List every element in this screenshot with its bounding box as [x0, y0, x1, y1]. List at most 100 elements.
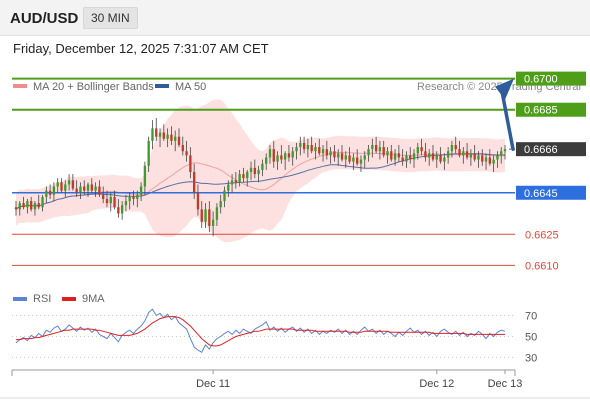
candle-body: [249, 167, 253, 172]
candle-body: [283, 153, 287, 160]
candle-body: [344, 155, 347, 160]
candle-body: [280, 155, 283, 160]
candle-body: [211, 219, 215, 226]
candle-body: [484, 157, 488, 162]
candle-body: [276, 155, 279, 162]
level-badge-0.6645: [516, 185, 586, 200]
candle-body: [469, 153, 473, 158]
level-label-0.6610: 0.6610: [525, 260, 559, 272]
candle-body: [481, 155, 484, 162]
timeframe-selector[interactable]: 30 MIN: [83, 7, 138, 29]
rsi-tick-70: 70: [525, 311, 537, 323]
level-badge-0.6700: [516, 71, 586, 86]
legend-swatch-rsi: [13, 297, 27, 301]
candle-body: [409, 155, 412, 160]
candle-body: [208, 209, 211, 226]
candle-body: [166, 134, 169, 139]
candle-body: [223, 190, 226, 202]
candle-body: [174, 136, 177, 141]
candle-body: [355, 157, 359, 164]
candle-body: [18, 203, 21, 210]
legend-rsi-label: RSI: [33, 293, 51, 305]
candle-body: [363, 155, 366, 160]
candle-body: [132, 196, 135, 199]
candle-body: [139, 186, 143, 195]
bollinger-band: [16, 99, 505, 243]
x-tick-label: Dec 12: [419, 378, 454, 390]
candle-body: [321, 149, 325, 154]
candle-body: [52, 186, 56, 195]
candle-body: [500, 151, 503, 156]
x-tick-label: Dec 11: [196, 378, 230, 390]
chart-header: AUD/USD 30 MIN: [0, 0, 590, 36]
candle-body: [45, 190, 48, 197]
candle-body: [227, 184, 230, 191]
candle-body: [431, 153, 435, 160]
candle-body: [79, 186, 82, 193]
candle-body: [420, 147, 423, 152]
candle-body: [14, 207, 18, 210]
candle-body: [257, 169, 260, 175]
candle-body: [162, 132, 166, 139]
legend-ma20-label: MA 20 + Bollinger Bands: [33, 81, 154, 93]
candle-body: [299, 142, 302, 148]
rsi-series-9MA: [16, 316, 505, 347]
candle-body: [60, 182, 63, 191]
candle-body: [454, 145, 457, 150]
candle-body: [192, 172, 196, 193]
candle-body: [390, 151, 393, 160]
level-label-0.6666: 0.6666: [524, 144, 558, 156]
candle-body: [170, 134, 173, 141]
candle-body: [405, 155, 408, 162]
symbol-title: AUD/USD: [10, 10, 79, 27]
candle-body: [352, 157, 355, 162]
candle-body: [234, 180, 238, 183]
candle-body: [26, 201, 29, 208]
candle-body: [83, 186, 86, 191]
candle-body: [246, 172, 249, 179]
legend-swatch-ma50: [155, 84, 169, 88]
candle-body: [488, 157, 492, 164]
candle-body: [397, 153, 401, 158]
candle-body: [492, 159, 495, 164]
candle-body: [185, 151, 188, 156]
candle-body: [155, 128, 158, 137]
candle-body: [325, 149, 329, 156]
candle-body: [287, 153, 291, 158]
candle-body: [340, 153, 344, 160]
candle-body: [450, 145, 454, 152]
candle-body: [401, 157, 404, 162]
candle-body: [428, 153, 431, 158]
candle-body: [496, 155, 499, 160]
legend-swatch-ma20: [13, 84, 27, 88]
candle-body: [128, 196, 131, 202]
candle-body: [105, 198, 109, 204]
candle-body: [306, 145, 310, 150]
candle-body: [446, 151, 450, 158]
candle-body: [200, 209, 203, 222]
candle-body: [424, 151, 427, 158]
candle-body: [242, 174, 245, 179]
candle-body: [465, 151, 469, 158]
candle-body: [196, 192, 200, 210]
candle-body: [136, 194, 139, 199]
candle-body: [295, 147, 298, 152]
candle-body: [22, 203, 25, 208]
candle-body: [56, 182, 59, 187]
candle-body: [337, 153, 340, 158]
candles-group: [14, 118, 507, 237]
candle-body: [443, 157, 446, 162]
candle-body: [458, 149, 461, 156]
timestamp: Friday, December 12, 2025 7:31:07 AM CET: [13, 41, 269, 56]
candle-body: [67, 180, 71, 185]
candle-body: [272, 149, 275, 162]
candle-body: [462, 151, 465, 156]
candle-body: [113, 196, 116, 208]
candle-body: [109, 196, 112, 204]
candle-body: [37, 203, 40, 208]
level-label-0.6625: 0.6625: [525, 229, 559, 241]
candle-body: [143, 165, 147, 187]
candle-body: [374, 145, 378, 152]
candle-body: [253, 167, 256, 175]
